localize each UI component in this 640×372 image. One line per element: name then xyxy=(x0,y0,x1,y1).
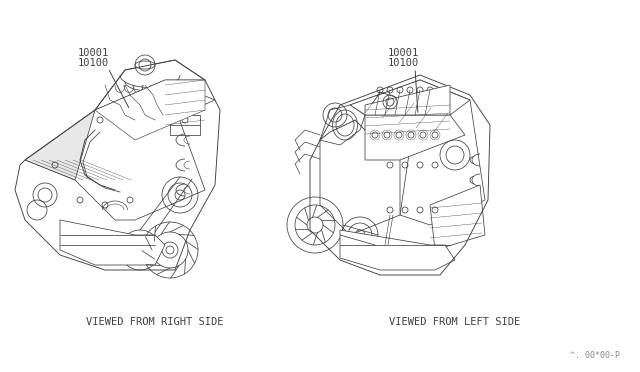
Text: 10100: 10100 xyxy=(388,58,419,68)
Polygon shape xyxy=(365,85,450,115)
Polygon shape xyxy=(340,230,455,270)
Circle shape xyxy=(162,242,178,258)
Text: VIEWED FROM LEFT SIDE: VIEWED FROM LEFT SIDE xyxy=(389,317,520,327)
Circle shape xyxy=(307,217,323,233)
Polygon shape xyxy=(320,105,365,145)
Polygon shape xyxy=(320,105,400,235)
Polygon shape xyxy=(350,80,470,115)
Circle shape xyxy=(135,55,155,75)
Polygon shape xyxy=(75,80,205,220)
Polygon shape xyxy=(95,80,215,130)
Text: ^. 00*00-P: ^. 00*00-P xyxy=(570,351,620,360)
Polygon shape xyxy=(365,115,465,160)
Polygon shape xyxy=(60,220,165,265)
Polygon shape xyxy=(430,185,485,250)
Text: 10001: 10001 xyxy=(78,48,109,58)
Polygon shape xyxy=(400,80,485,225)
Polygon shape xyxy=(95,80,205,140)
Text: VIEWED FROM RIGHT SIDE: VIEWED FROM RIGHT SIDE xyxy=(86,317,224,327)
Polygon shape xyxy=(350,80,470,125)
Polygon shape xyxy=(25,110,145,180)
Text: 10100: 10100 xyxy=(78,58,109,68)
Polygon shape xyxy=(95,60,205,110)
Text: 10001: 10001 xyxy=(388,48,419,58)
